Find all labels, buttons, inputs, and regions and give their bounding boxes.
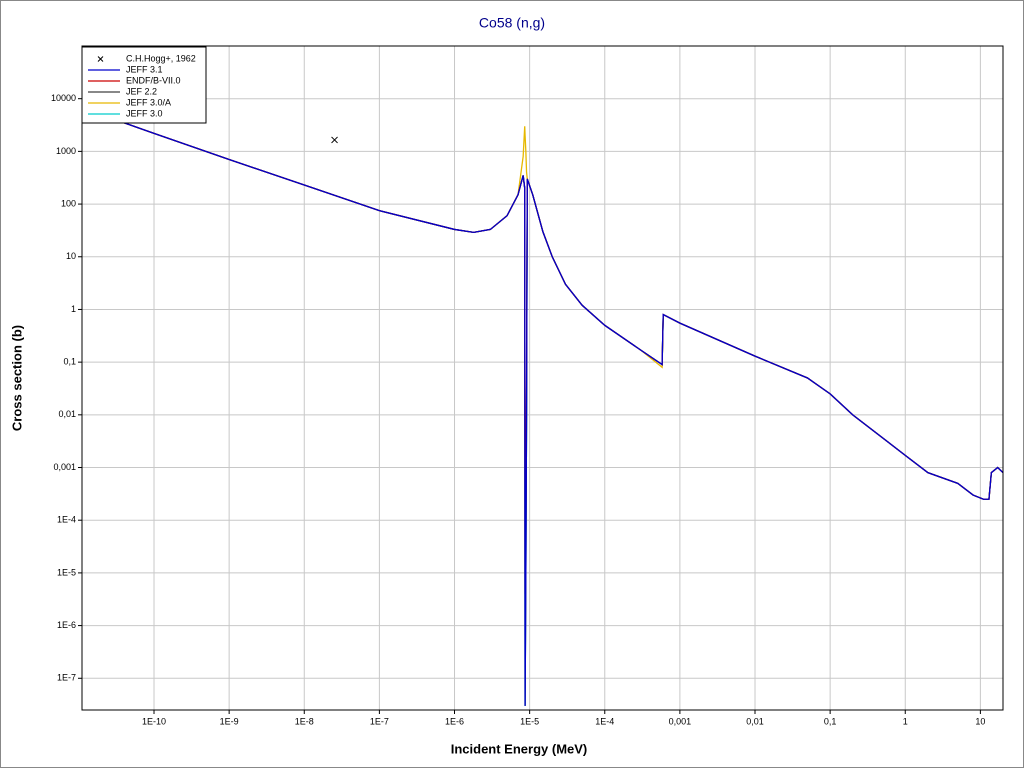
x-tick-label: 1E-8 (295, 716, 314, 726)
y-tick-label: 10000 (51, 93, 76, 103)
legend-label: C.H.Hogg+, 1962 (126, 53, 196, 63)
y-axis-label: Cross section (b) (9, 325, 24, 431)
legend-marker (97, 56, 104, 62)
y-tick-label: 0,01 (58, 409, 76, 419)
plot-border (81, 45, 1004, 711)
plot-lines (108, 116, 1003, 706)
y-tick-label: 1000 (56, 146, 76, 156)
y-tick-label: 1E-6 (57, 620, 76, 630)
x-axis-label: Incident Energy (MeV) (451, 741, 588, 756)
x-tick-label: 0,1 (824, 716, 837, 726)
x-tick-label: 1 (903, 716, 908, 726)
x-tick-label: 1E-6 (445, 716, 464, 726)
legend-label: JEFF 3.1 (126, 64, 163, 74)
x-tick-label: 1E-7 (370, 716, 389, 726)
y-tick-label: 0,001 (53, 462, 76, 472)
labels: 1E-10 1E-9 1E-8 1E-7 1E-6 1E-5 1E-4 0,001 0,01 0,… (51, 93, 985, 726)
x-tick-label: 0,001 (669, 716, 692, 726)
legend-label: JEF 2.2 (126, 86, 157, 96)
legend-box (81, 46, 207, 124)
y-tick-label: 1E-5 (57, 567, 76, 577)
legend-label: JEFF 3.0/A (126, 97, 171, 107)
legend-label: JEFF 3.0 (126, 108, 163, 118)
legend-label: ENDF/B-VII.0 (126, 75, 181, 85)
y-tick-label: 1E-7 (57, 673, 76, 683)
x-tick-label: 1E-5 (520, 716, 539, 726)
grid (82, 46, 1003, 710)
series-line (108, 116, 1003, 706)
x-tick-label: 1E-4 (595, 716, 614, 726)
x-tick-label: 1E-10 (142, 716, 166, 726)
y-tick-label: 10 (66, 251, 76, 261)
x-tick-label: 1E-9 (220, 716, 239, 726)
y-tick-label: 1E-4 (57, 515, 76, 525)
y-tick-label: 100 (61, 198, 76, 208)
chart-title: Co58 (n,g) (479, 15, 545, 31)
y-tick-label: 0,1 (63, 357, 76, 367)
x-tick-label: 0,01 (746, 716, 764, 726)
data-point (331, 136, 338, 144)
y-tick-label: 1 (71, 304, 76, 314)
x-tick-label: 10 (975, 716, 985, 726)
